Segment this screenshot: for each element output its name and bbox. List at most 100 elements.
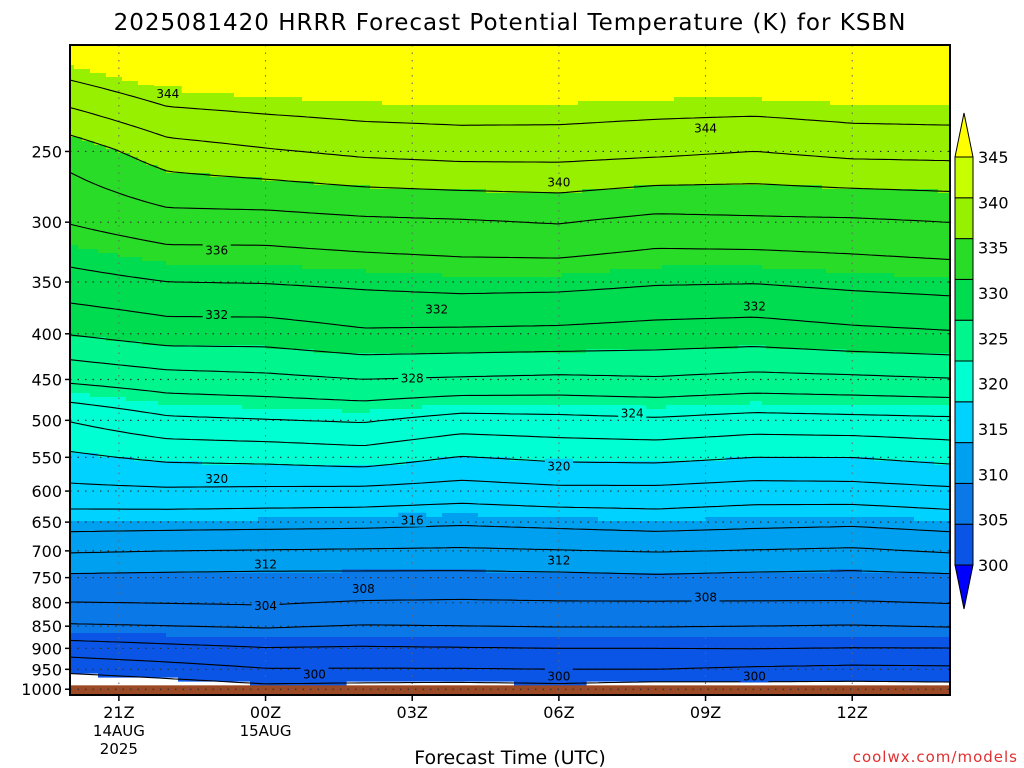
- heatmap-cell: [286, 97, 291, 182]
- heatmap-cell: [162, 521, 167, 574]
- heatmap-cell: [806, 517, 811, 574]
- heatmap-cell: [82, 573, 87, 634]
- heatmap-cell: [914, 105, 919, 190]
- heatmap-cell: [466, 513, 471, 570]
- heatmap-cell: [374, 273, 379, 354]
- heatmap-cell: [238, 573, 243, 638]
- heatmap-cell: [434, 405, 439, 462]
- heatmap-cell: [486, 193, 491, 278]
- heatmap-cell: [106, 457, 111, 522]
- heatmap-cell: [506, 517, 511, 574]
- heatmap-cell: [922, 521, 927, 574]
- heatmap-cell: [402, 517, 407, 570]
- heatmap-cell: [778, 637, 783, 682]
- heatmap-cell: [370, 465, 375, 518]
- heatmap-cell: [314, 45, 319, 102]
- heatmap-cell: [654, 45, 659, 102]
- heatmap-cell: [726, 349, 731, 406]
- heatmap-cell: [210, 345, 215, 406]
- heatmap-cell: [414, 461, 419, 518]
- heatmap-cell: [718, 573, 723, 638]
- heatmap-cell: [830, 457, 835, 518]
- heatmap-cell: [374, 353, 379, 410]
- heatmap-cell: [562, 405, 567, 462]
- heatmap-cell: [850, 353, 855, 406]
- heatmap-cell: [862, 189, 867, 274]
- heatmap-cell: [886, 273, 891, 354]
- heatmap-cell: [562, 273, 567, 354]
- heatmap-cell: [162, 89, 167, 170]
- heatmap-cell: [450, 353, 455, 406]
- heatmap-cell: [678, 405, 683, 462]
- heatmap-cell: [634, 405, 639, 462]
- contour-label: 308: [694, 590, 717, 604]
- heatmap-cell: [370, 45, 375, 102]
- heatmap-cell: [558, 193, 563, 278]
- heatmap-cell: [270, 45, 275, 98]
- heatmap-cell: [382, 465, 387, 518]
- heatmap-cell: [870, 353, 875, 406]
- heatmap-cell: [902, 277, 907, 354]
- heatmap-cell: [310, 269, 315, 350]
- heatmap-cell: [506, 457, 511, 518]
- heatmap-cell: [582, 461, 587, 518]
- x-axis-label: Forecast Time (UTC): [414, 747, 605, 768]
- heatmap-cell: [938, 405, 943, 466]
- heatmap-cell: [710, 97, 715, 186]
- heatmap-cell: [446, 513, 451, 570]
- heatmap-cell: [346, 185, 351, 270]
- heatmap-cell: [398, 45, 403, 106]
- heatmap-cell: [746, 345, 751, 406]
- heatmap-cell: [522, 45, 527, 106]
- heatmap-cell: [842, 405, 847, 458]
- heatmap-cell: [658, 101, 663, 186]
- heatmap-cell: [798, 101, 803, 186]
- heatmap-cell: [242, 637, 247, 682]
- heatmap-cell: [306, 465, 311, 518]
- heatmap-cell: [182, 45, 187, 94]
- heatmap-cell: [206, 465, 211, 522]
- heatmap-cell: [514, 105, 519, 194]
- heatmap-cell: [246, 97, 251, 178]
- heatmap-cell: [930, 189, 935, 278]
- heatmap-cell: [862, 457, 867, 518]
- heatmap-cell: [306, 573, 311, 638]
- heatmap-cell: [894, 637, 899, 682]
- heatmap-cell: [594, 273, 599, 350]
- heatmap-cell: [706, 185, 711, 266]
- heatmap-cell: [658, 521, 663, 574]
- heatmap-cell: [410, 637, 415, 682]
- heatmap-cell: [390, 637, 395, 682]
- heatmap-cell: [830, 517, 835, 570]
- colorbar-tick-label: 325: [978, 329, 1009, 348]
- heatmap-cell: [682, 185, 687, 266]
- contour-label: 344: [694, 121, 717, 135]
- heatmap-cell: [502, 105, 507, 194]
- heatmap-cell: [666, 45, 671, 102]
- heatmap-cell: [870, 105, 875, 190]
- heatmap-cell: [206, 173, 211, 266]
- heatmap-cell: [122, 573, 127, 634]
- contour-label: 340: [547, 175, 570, 189]
- heatmap-cell: [910, 277, 915, 354]
- heatmap-cell: [250, 177, 255, 266]
- heatmap-cell: [802, 269, 807, 350]
- heatmap-cell: [234, 465, 239, 522]
- heatmap-cell: [298, 45, 303, 98]
- heatmap-cell: [242, 265, 247, 346]
- heatmap-cell: [330, 185, 335, 270]
- heatmap-cell: [918, 405, 923, 462]
- heatmap-cell: [290, 45, 295, 98]
- heatmap-cell: [682, 97, 687, 186]
- heatmap-cell: [106, 341, 111, 398]
- heatmap-cell: [562, 637, 567, 686]
- heatmap-cell: [78, 137, 83, 250]
- heatmap-cell: [622, 461, 627, 522]
- heatmap-cell: [222, 345, 227, 406]
- heatmap-cell: [250, 521, 255, 574]
- heatmap-cell: [762, 45, 767, 102]
- contour-label: 300: [743, 669, 766, 683]
- heatmap-cell: [206, 345, 211, 406]
